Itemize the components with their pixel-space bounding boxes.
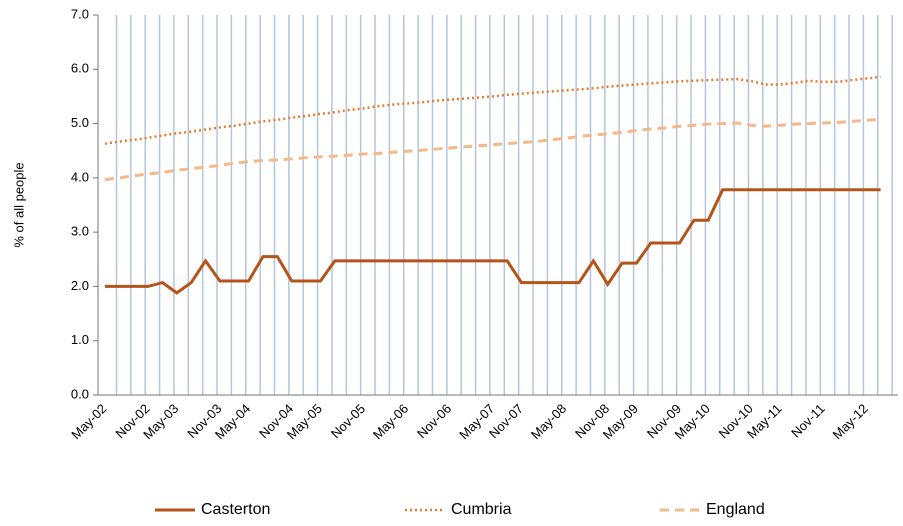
y-tick-label: 2.0 bbox=[71, 278, 89, 293]
legend-label: England bbox=[706, 501, 765, 518]
x-tick-label: May-02 bbox=[68, 401, 109, 442]
y-tick-label: 7.0 bbox=[71, 6, 89, 21]
x-tick-label: May-12 bbox=[830, 401, 871, 442]
series-line bbox=[105, 188, 881, 295]
y-tick-label: 1.0 bbox=[71, 332, 89, 347]
legend-label: Cumbria bbox=[451, 501, 512, 518]
x-tick-label: Nov-05 bbox=[328, 401, 368, 441]
x-tick-label: Nov-06 bbox=[414, 401, 454, 441]
x-tick-label: May-08 bbox=[528, 401, 569, 442]
x-tick-label: Nov-11 bbox=[788, 401, 828, 441]
series-line bbox=[104, 75, 881, 145]
x-tick-label: May-06 bbox=[370, 401, 411, 442]
y-tick-label: 0.0 bbox=[71, 386, 89, 401]
legend-label: Casterton bbox=[201, 501, 270, 518]
y-tick-label: 3.0 bbox=[71, 224, 89, 239]
y-tick-label: 5.0 bbox=[71, 115, 89, 130]
y-tick-label: 6.0 bbox=[71, 61, 89, 76]
y-axis-label: % of all people bbox=[11, 162, 26, 247]
y-tick-label: 4.0 bbox=[71, 169, 89, 184]
series-line bbox=[104, 117, 881, 181]
